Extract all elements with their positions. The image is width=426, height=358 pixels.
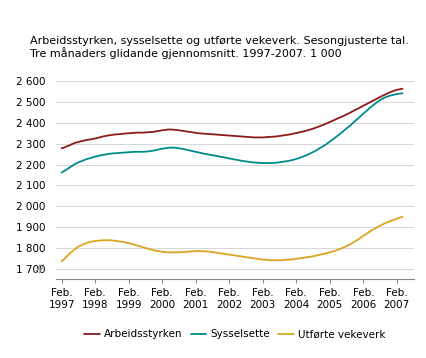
Arbeidsstyrken bbox=[399, 87, 404, 91]
Utførte vekeverk bbox=[335, 247, 340, 252]
Sysselsette bbox=[156, 147, 161, 151]
Utførte vekeverk bbox=[78, 243, 83, 247]
Utførte vekeverk bbox=[207, 250, 212, 254]
Sysselsette bbox=[98, 153, 103, 158]
Utførte vekeverk bbox=[98, 238, 103, 243]
Legend: Arbeidsstyrken, Sysselsette, Utførte vekeverk: Arbeidsstyrken, Sysselsette, Utførte vek… bbox=[80, 325, 389, 344]
Line: Utførte vekeverk: Utførte vekeverk bbox=[61, 217, 402, 261]
Arbeidsstyrken bbox=[59, 146, 64, 150]
Arbeidsstyrken bbox=[78, 139, 83, 143]
Arbeidsstyrken bbox=[98, 135, 103, 139]
Utførte vekeverk bbox=[156, 249, 161, 253]
Text: Arbeidsstyrken, sysselsette og utførte vekeverk. Sesongjusterte tal.
Tre månader: Arbeidsstyrken, sysselsette og utførte v… bbox=[30, 35, 408, 59]
Sysselsette bbox=[207, 153, 212, 157]
Sysselsette bbox=[78, 159, 83, 163]
Sysselsette bbox=[59, 170, 64, 175]
Arbeidsstyrken bbox=[92, 136, 98, 141]
Line: Arbeidsstyrken: Arbeidsstyrken bbox=[61, 89, 402, 148]
Utførte vekeverk bbox=[59, 259, 64, 263]
Sysselsette bbox=[399, 91, 404, 95]
Utførte vekeverk bbox=[92, 239, 98, 243]
Sysselsette bbox=[335, 133, 340, 137]
Utførte vekeverk bbox=[399, 214, 404, 219]
Line: Sysselsette: Sysselsette bbox=[61, 93, 402, 173]
Sysselsette bbox=[92, 154, 98, 159]
Arbeidsstyrken bbox=[156, 129, 161, 133]
Arbeidsstyrken bbox=[335, 116, 340, 120]
Arbeidsstyrken bbox=[207, 132, 212, 136]
